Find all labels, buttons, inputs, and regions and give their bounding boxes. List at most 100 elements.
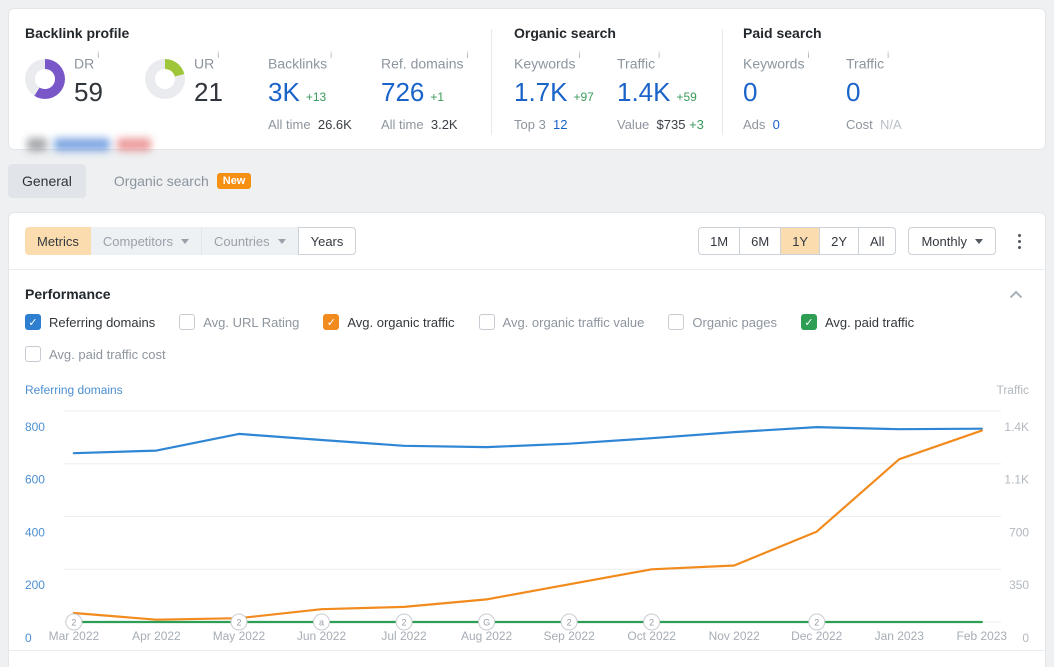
tab-label: Organic search bbox=[113, 173, 209, 189]
countries-button[interactable]: Countries bbox=[200, 227, 298, 255]
event-marker[interactable] bbox=[808, 613, 826, 631]
competitors-label: Competitors bbox=[102, 233, 173, 249]
kebab-menu-button[interactable] bbox=[1010, 228, 1029, 255]
ads-value[interactable]: 0 bbox=[772, 116, 780, 132]
right-axis-tick: 1.1K bbox=[1004, 473, 1029, 487]
chevron-up-icon bbox=[1009, 290, 1023, 298]
performance-header: Performance bbox=[9, 270, 1045, 314]
checked-checkbox-icon: ✓ bbox=[323, 314, 340, 330]
ref-domains-value[interactable]: 726 bbox=[381, 76, 425, 107]
info-icon bbox=[658, 50, 660, 60]
chart-toolbar: Metrics Competitors Countries Years 1M 6M… bbox=[9, 213, 1045, 269]
checkbox-label: Referring domains bbox=[49, 314, 156, 330]
range-2y[interactable]: 2Y bbox=[820, 227, 860, 255]
unchecked-checkbox-icon bbox=[179, 314, 196, 330]
left-axis-tick: 0 bbox=[25, 631, 32, 645]
left-axis-tick: 400 bbox=[25, 525, 45, 539]
metric-checkboxes: ✓ Referring domains Avg. URL Rating ✓ Avg. o… bbox=[9, 314, 1045, 362]
organic-traffic-label: Traffic bbox=[617, 55, 656, 72]
checkbox-referring-domains[interactable]: ✓ Referring domains bbox=[25, 314, 155, 330]
range-6m[interactable]: 6M bbox=[740, 227, 782, 255]
right-axis-title: Traffic bbox=[996, 383, 1029, 397]
checkbox-avg-paid-traffic-cost[interactable]: Avg. paid traffic cost bbox=[25, 346, 166, 362]
organic-keywords-delta: +97 bbox=[573, 89, 594, 104]
countries-label: Countries bbox=[213, 233, 270, 249]
event-marker[interactable] bbox=[478, 613, 496, 631]
event-marker-glyph: a bbox=[319, 617, 324, 627]
x-axis-label: Sep 2022 bbox=[544, 629, 596, 643]
organic-traffic-value[interactable]: 1.4K bbox=[617, 76, 671, 107]
checkbox-avg-url-rating[interactable]: Avg. URL Rating bbox=[179, 314, 299, 330]
checkbox-avg-organic-traffic[interactable]: ✓ Avg. organic traffic bbox=[323, 314, 455, 330]
event-marker[interactable] bbox=[313, 613, 330, 631]
checkbox-organic-pages[interactable]: Organic pages bbox=[668, 314, 777, 330]
backlinks-delta: +13 bbox=[305, 89, 327, 104]
range-1m[interactable]: 1M bbox=[698, 227, 741, 255]
range-all[interactable]: All bbox=[859, 227, 897, 255]
series-line-avg-organic-traffic bbox=[72, 429, 983, 621]
info-icon bbox=[578, 50, 580, 60]
ads-label: Ads bbox=[743, 116, 766, 132]
checked-checkbox-icon: ✓ bbox=[25, 314, 41, 330]
ref-domains-delta: +1 bbox=[430, 89, 445, 104]
checkbox-label: Avg. paid traffic cost bbox=[49, 346, 166, 362]
dr-label: DR bbox=[74, 55, 95, 72]
event-marker-glyph: 2 bbox=[649, 617, 654, 627]
left-axis-tick: 800 bbox=[25, 420, 45, 434]
checkbox-row: ✓ Referring domains Avg. URL Rating ✓ Avg. o… bbox=[9, 314, 1045, 330]
tab-general[interactable]: General bbox=[8, 164, 86, 198]
value-delta: +3 bbox=[689, 116, 704, 132]
dr-metric: DR 59 bbox=[25, 50, 145, 132]
competitors-button[interactable]: Competitors bbox=[90, 227, 201, 255]
divider bbox=[9, 650, 1045, 651]
backlinks-alltime-value: 26.6K bbox=[317, 116, 352, 132]
general-panel: Metrics Competitors Countries Years 1M 6M… bbox=[8, 212, 1046, 667]
paid-keywords-value[interactable]: 0 bbox=[743, 76, 758, 107]
x-axis-label: Aug 2022 bbox=[461, 629, 513, 643]
right-axis-tick: 700 bbox=[1009, 525, 1029, 539]
event-marker[interactable] bbox=[395, 613, 413, 631]
event-marker[interactable] bbox=[65, 613, 83, 631]
right-axis-tick: 350 bbox=[1009, 578, 1029, 592]
checkbox-avg-paid-traffic[interactable]: ✓ Avg. paid traffic bbox=[800, 314, 914, 330]
checkbox-label: Avg. organic traffic value bbox=[502, 314, 645, 330]
paid-traffic-value[interactable]: 0 bbox=[846, 76, 861, 107]
top3-value[interactable]: 12 bbox=[553, 116, 568, 132]
checkbox-avg-organic-traffic-value[interactable]: Avg. organic traffic value bbox=[478, 314, 645, 330]
checked-checkbox-icon: ✓ bbox=[800, 314, 817, 330]
unchecked-checkbox-icon bbox=[478, 314, 495, 330]
info-icon bbox=[217, 50, 219, 60]
left-axis-title: Referring domains bbox=[25, 383, 123, 397]
x-axis-label: Feb 2023 bbox=[957, 629, 1008, 643]
tab-organic-search[interactable]: Organic search New bbox=[100, 164, 266, 198]
backlink-profile-title: Backlink profile bbox=[25, 25, 130, 41]
event-marker-glyph: G bbox=[483, 617, 490, 627]
paid-search-section: Paid search Keywords 0 Ads 0 Traffic 0 C… bbox=[723, 25, 1045, 149]
metrics-header-card: Backlink profile DR 59 UR 21 Backlinks bbox=[8, 8, 1046, 151]
organic-search-title: Organic search bbox=[514, 25, 616, 41]
event-marker-glyph: 2 bbox=[567, 617, 572, 627]
event-marker[interactable] bbox=[230, 613, 248, 631]
granularity-dropdown[interactable]: Monthly bbox=[908, 227, 996, 255]
metrics-button[interactable]: Metrics bbox=[25, 227, 91, 255]
organic-keywords-value[interactable]: 1.7K bbox=[514, 76, 568, 107]
range-controls: 1M 6M 1Y 2Y All Monthly bbox=[698, 227, 1029, 255]
range-1y[interactable]: 1Y bbox=[781, 227, 821, 255]
dr-donut-gauge bbox=[25, 59, 65, 99]
x-axis-label: Dec 2022 bbox=[791, 629, 843, 643]
backlinks-value[interactable]: 3K bbox=[268, 76, 300, 107]
unchecked-checkbox-icon bbox=[25, 346, 41, 362]
event-marker[interactable] bbox=[643, 613, 661, 631]
unchecked-checkbox-icon bbox=[668, 314, 685, 330]
right-axis-tick: 0 bbox=[1022, 631, 1029, 645]
paid-traffic-metric: Traffic 0 Cost N/A bbox=[846, 50, 902, 132]
backlinks-metric: Backlinks 3K +13 All time 26.6K bbox=[268, 50, 381, 132]
blurred-text bbox=[117, 138, 151, 151]
years-button[interactable]: Years bbox=[297, 227, 357, 255]
top3-label: Top 3 bbox=[514, 116, 546, 132]
event-marker[interactable] bbox=[560, 613, 578, 631]
ref-domains-alltime-label: All time bbox=[381, 116, 424, 132]
checkbox-row: Avg. paid traffic cost bbox=[9, 346, 1045, 362]
dr-value: 59 bbox=[74, 76, 103, 107]
collapse-section-button[interactable] bbox=[1007, 288, 1025, 301]
